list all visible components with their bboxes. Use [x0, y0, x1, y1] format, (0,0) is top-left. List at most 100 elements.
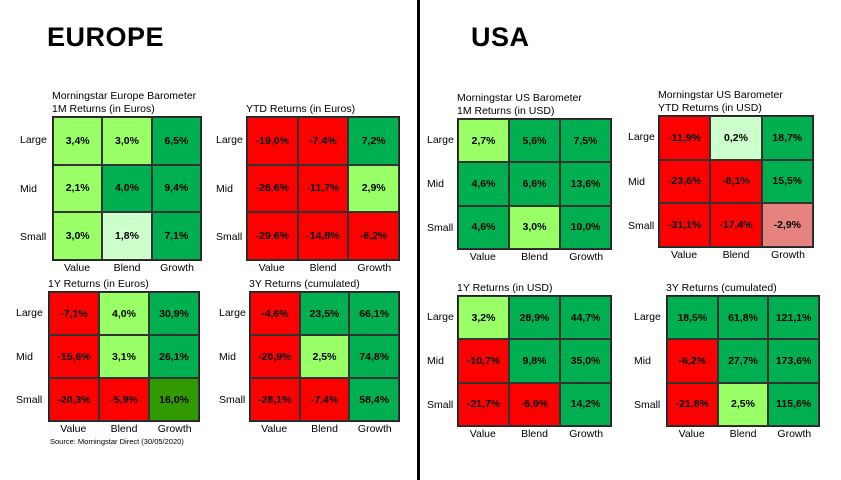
heatmap-cell: 15,5% — [761, 159, 813, 204]
heatmap-cell: 2,5% — [717, 382, 769, 426]
heatmap-cell: -7,4% — [297, 117, 349, 165]
column-label: Value — [63, 262, 91, 274]
heatmap-grid: -19,0% -7,4% 7,2% -26,6% -11,7% 2,9% -29,6% -14… — [246, 116, 400, 261]
heatmap-grid: 2,7% 5,6% 7,5% 4,6% 6,6% 13,6% 4,6% 3,0% 10,0% — [457, 118, 612, 250]
heatmap-cell: -26,6% — [247, 164, 298, 213]
column-label: Blend — [729, 428, 757, 440]
column-label: Blend — [521, 428, 548, 440]
barometer-panel: YTD Returns (in Euros) -19,0% -7,4% 7,2% -26… — [246, 103, 400, 261]
heatmap-cell: 26,1% — [149, 335, 199, 378]
region-title-usa: USA — [471, 22, 530, 52]
heatmap-cell: 115,6% — [768, 382, 819, 426]
row-label: Large — [628, 131, 655, 144]
heatmap-cell: 9,8% — [509, 339, 560, 383]
heatmap-cell: 18,7% — [761, 116, 813, 160]
row-label: Mid — [20, 182, 37, 195]
heatmap-cell: 27,7% — [717, 339, 769, 383]
heatmap-cell: 2,1% — [53, 164, 103, 213]
barometer-panel: 3Y Returns (cumulated) -4,6% 23,5% 66,1% -20… — [249, 278, 400, 422]
heatmap-cell: 9,4% — [151, 164, 201, 213]
barometer-panel: 1Y Returns (in USD) 3,2% 28,9% 44,7% -10,7% 9… — [457, 282, 612, 427]
panel-title-line: 1Y Returns (in Euros) — [48, 278, 149, 290]
heatmap-cell: -29,6% — [247, 212, 298, 260]
column-label: Growth — [357, 423, 392, 435]
barometer-panel: Morningstar US Barometer 1M Returns (in U… — [457, 92, 612, 250]
heatmap-cell: 44,7% — [560, 296, 611, 340]
row-label: Small — [20, 230, 47, 243]
panel-title-line: 1Y Returns (in USD) — [457, 282, 553, 294]
heatmap-cell: 4,0% — [99, 292, 149, 335]
heatmap-cell: -7,1% — [49, 292, 99, 335]
heatmap-cell: 7,5% — [560, 119, 611, 163]
panel-title: Morningstar US Barometer 1M Returns (in U… — [457, 92, 582, 118]
row-label: Large — [634, 311, 661, 323]
column-label: Blend — [311, 423, 338, 435]
heatmap-cell: -6,2% — [667, 339, 718, 383]
heatmap-cell: -20,3% — [49, 378, 99, 421]
heatmap-grid: -7,1% 4,0% 30,9% -15,6% 3,1% 26,1% -20,3% -5,9%… — [48, 291, 200, 422]
heatmap-cell: 30,9% — [149, 292, 199, 335]
barometer-panel: 1Y Returns (in Euros) -7,1% 4,0% 30,9% -15,6… — [48, 278, 200, 422]
panel-title-line: Morningstar US Barometer — [457, 92, 582, 104]
heatmap-cell: 3,1% — [99, 335, 149, 378]
barometer-panel: Morningstar Europe Barometer 1M Returns (… — [52, 90, 202, 261]
panel-title-line: YTD Returns (in Euros) — [246, 103, 356, 115]
barometer-panel: Morningstar US Barometer YTD Returns (in … — [658, 89, 814, 248]
heatmap-cell: 66,1% — [349, 292, 399, 335]
column-label: Growth — [771, 249, 805, 261]
heatmap-cell: -21,7% — [458, 382, 509, 426]
column-label: Blend — [110, 423, 138, 435]
column-label: Growth — [569, 251, 604, 263]
panel-title: 1Y Returns (in Euros) — [48, 278, 149, 291]
panel-title-line: YTD Returns (in USD) — [658, 102, 762, 114]
panel-title: Morningstar US Barometer YTD Returns (in … — [658, 89, 783, 115]
heatmap-cell: 2,7% — [458, 119, 509, 163]
row-label: Small — [427, 222, 454, 234]
heatmap-cell: -5,9% — [99, 378, 149, 421]
heatmap-cell: 13,6% — [560, 162, 611, 206]
heatmap-grid: 3,4% 3,0% 6,5% 2,1% 4,0% 9,4% 3,0% 1,8% 7,1% — [52, 116, 202, 261]
heatmap-cell: 4,6% — [458, 205, 509, 249]
heatmap-cell: 7,1% — [151, 212, 201, 260]
heatmap-cell: -4,6% — [250, 292, 300, 335]
heatmap-cell: -21,8% — [667, 382, 718, 426]
heatmap-cell: -20,9% — [250, 335, 300, 378]
heatmap-cell: 16,0% — [149, 378, 199, 421]
heatmap-cell: 2,9% — [348, 164, 399, 213]
column-label: Growth — [160, 262, 194, 274]
column-label: Growth — [777, 428, 812, 440]
column-label: Blend — [722, 249, 750, 261]
heatmap-cell: 18,5% — [667, 296, 718, 340]
panel-title-line: 1M Returns (in USD) — [457, 105, 555, 117]
column-label: Growth — [569, 428, 604, 440]
heatmap-cell: -11,7% — [297, 164, 349, 213]
heatmap-cell: 1,8% — [102, 212, 152, 260]
row-label: Small — [16, 394, 43, 407]
heatmap-grid: 18,5% 61,8% 121,1% -6,2% 27,7% 173,6% -21,8% 2,… — [666, 295, 820, 427]
heatmap-cell: 35,0% — [560, 339, 611, 383]
column-label: Growth — [357, 262, 392, 274]
panel-title-line: Morningstar US Barometer — [658, 89, 783, 101]
heatmap-cell: -15,6% — [49, 335, 99, 378]
heatmap-cell: 58,4% — [349, 378, 399, 421]
column-label: Value — [469, 251, 496, 263]
heatmap-cell: -14,8% — [297, 212, 349, 260]
row-label: Large — [427, 311, 454, 323]
row-label: Large — [219, 306, 246, 319]
column-label: Blend — [521, 251, 548, 263]
panel-title: YTD Returns (in Euros) — [246, 103, 355, 116]
heatmap-cell: 23,5% — [299, 292, 350, 335]
heatmap-grid: 3,2% 28,9% 44,7% -10,7% 9,8% 35,0% -21,7% -6,9%… — [457, 295, 612, 427]
panel-title-line: 3Y Returns (cumulated) — [666, 282, 777, 294]
row-label: Small — [628, 219, 655, 232]
heatmap-grid: -4,6% 23,5% 66,1% -20,9% 2,5% 74,8% -28,1% -7,4… — [249, 291, 400, 422]
heatmap-cell: 10,0% — [560, 205, 611, 249]
heatmap-cell: 61,8% — [717, 296, 769, 340]
source-note: Source: Morningstar Direct (30/05/2020) — [50, 437, 184, 446]
heatmap-cell: 5,6% — [509, 119, 560, 163]
heatmap-cell: 0,2% — [710, 116, 762, 160]
row-label: Small — [216, 230, 243, 243]
column-label: Blend — [309, 262, 337, 274]
panel-title: 3Y Returns (cumulated) — [666, 282, 777, 295]
heatmap-cell: 3,0% — [53, 212, 103, 260]
